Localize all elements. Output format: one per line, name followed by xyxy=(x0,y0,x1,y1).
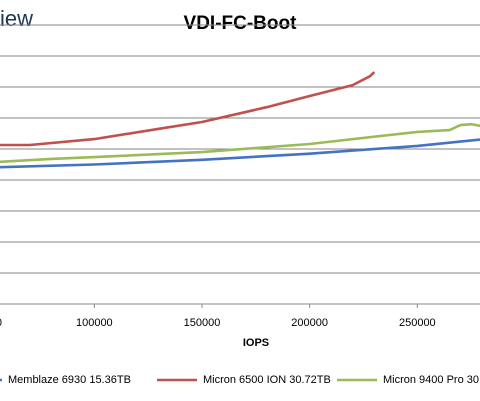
x-tick-label: 100000 xyxy=(76,317,113,329)
legend-label: Micron 6500 ION 30.72TB xyxy=(203,374,331,386)
logo: StorageReview xyxy=(0,6,33,31)
x-tick-label: 200000 xyxy=(291,317,328,329)
chart-title: VDI-FC-Boot xyxy=(184,13,298,34)
x-tick-label: 150000 xyxy=(184,317,221,329)
x-tick-label: 250000 xyxy=(399,317,436,329)
x-axis-label: IOPS xyxy=(243,337,269,349)
series-line xyxy=(0,122,480,164)
series-line xyxy=(0,71,376,147)
series-line xyxy=(0,138,480,169)
x-tick-label: 50000 xyxy=(0,317,2,329)
legend-label: Memblaze 6930 15.36TB xyxy=(8,374,131,386)
legend-label: Micron 9400 Pro 30.72TB xyxy=(383,374,480,386)
